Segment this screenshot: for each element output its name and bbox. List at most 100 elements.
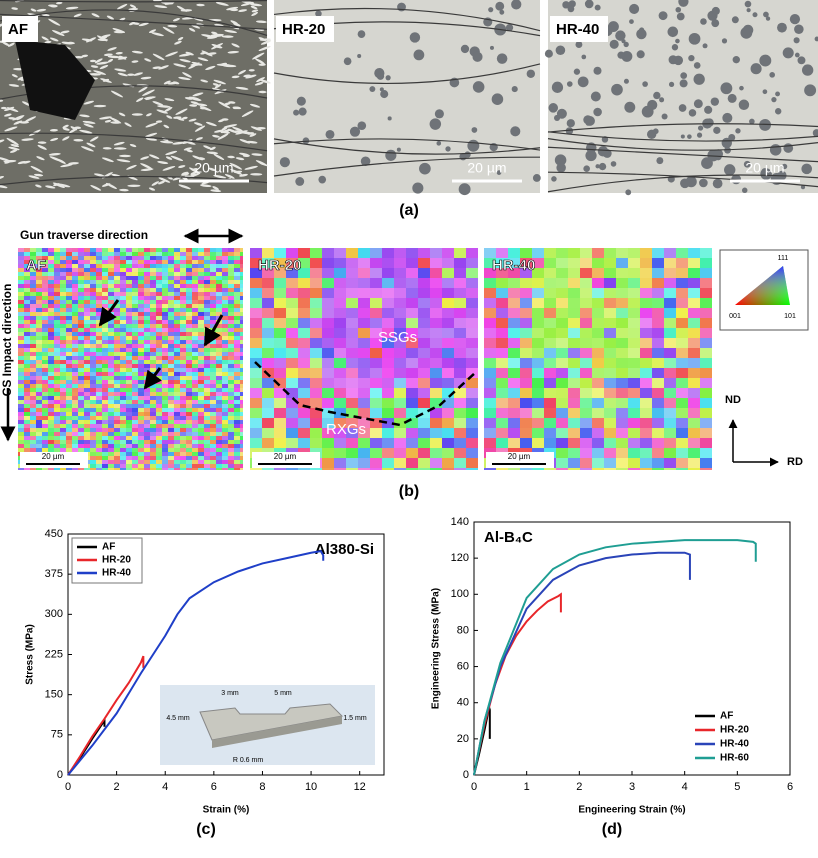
grain (156, 296, 162, 300)
grain (334, 328, 346, 338)
grain (204, 372, 210, 376)
texture (727, 93, 737, 103)
grain (72, 408, 78, 412)
grain (72, 432, 78, 436)
grain (298, 298, 310, 308)
grain (640, 328, 652, 338)
grain (54, 380, 60, 384)
grain (78, 384, 84, 388)
grain (210, 276, 216, 280)
texture (119, 154, 131, 158)
grain (700, 268, 712, 278)
grain (544, 438, 556, 448)
grain (204, 368, 210, 372)
grain (36, 436, 42, 440)
grain (108, 296, 114, 300)
image-tag: AF (8, 21, 28, 38)
texture (160, 140, 174, 144)
texture (61, 41, 73, 45)
grain (508, 378, 520, 388)
grain (66, 252, 72, 256)
grain (640, 418, 652, 428)
grain (210, 304, 216, 308)
grain (150, 256, 156, 260)
grain (174, 332, 180, 336)
grain (102, 252, 108, 256)
grain (78, 248, 84, 252)
grain (286, 438, 298, 448)
grain (688, 388, 700, 398)
grain (132, 316, 138, 320)
grain (114, 336, 120, 340)
grain (192, 348, 198, 352)
texture (34, 173, 44, 177)
texture (140, 168, 154, 171)
y-tick-label: 300 (45, 608, 63, 620)
grain (54, 412, 60, 416)
grain (102, 328, 108, 332)
texture (110, 90, 123, 98)
grain (240, 380, 243, 384)
grain (120, 248, 126, 252)
grain (24, 340, 30, 344)
grain (72, 428, 78, 432)
grain (406, 358, 418, 368)
grain (66, 380, 72, 384)
grain (138, 392, 144, 396)
texture (1, 41, 10, 47)
grain (90, 448, 96, 452)
texture (763, 11, 769, 18)
grain (60, 300, 66, 304)
grain (108, 328, 114, 332)
grain (210, 400, 216, 404)
grain (60, 260, 66, 264)
grain (198, 300, 204, 304)
grain (54, 260, 60, 264)
grain (30, 312, 36, 316)
grain (144, 320, 150, 324)
grain (108, 256, 114, 260)
grain (30, 320, 36, 324)
grain (640, 368, 652, 378)
grain (394, 428, 406, 438)
grain (616, 288, 628, 298)
grain (210, 340, 216, 344)
grain (78, 328, 84, 332)
grain (298, 258, 310, 268)
grain (322, 398, 334, 408)
grain (228, 264, 234, 268)
grain (78, 408, 84, 412)
grain (234, 424, 240, 428)
grain (48, 436, 54, 440)
grain (508, 338, 520, 348)
grain (454, 408, 466, 418)
grain (54, 292, 60, 296)
grain (108, 400, 114, 404)
texture (174, 40, 182, 45)
grain (180, 440, 186, 444)
grain (30, 444, 36, 448)
grain (234, 320, 240, 324)
grain (556, 268, 568, 278)
grain (90, 336, 96, 340)
grain (192, 264, 198, 268)
grain (72, 420, 78, 424)
grain (156, 300, 162, 304)
texture (170, 155, 184, 162)
grain (652, 328, 664, 338)
grain (108, 348, 114, 352)
grain (228, 288, 234, 292)
grain (66, 284, 72, 288)
grain (168, 340, 174, 344)
grain (72, 416, 78, 420)
texture (688, 32, 701, 45)
grain (36, 248, 42, 252)
grain (240, 336, 243, 340)
grain (544, 348, 556, 358)
grain (84, 340, 90, 344)
texture (387, 116, 392, 121)
grain (174, 344, 180, 348)
texture (73, 13, 82, 18)
grain (216, 416, 222, 420)
grain (580, 388, 592, 398)
